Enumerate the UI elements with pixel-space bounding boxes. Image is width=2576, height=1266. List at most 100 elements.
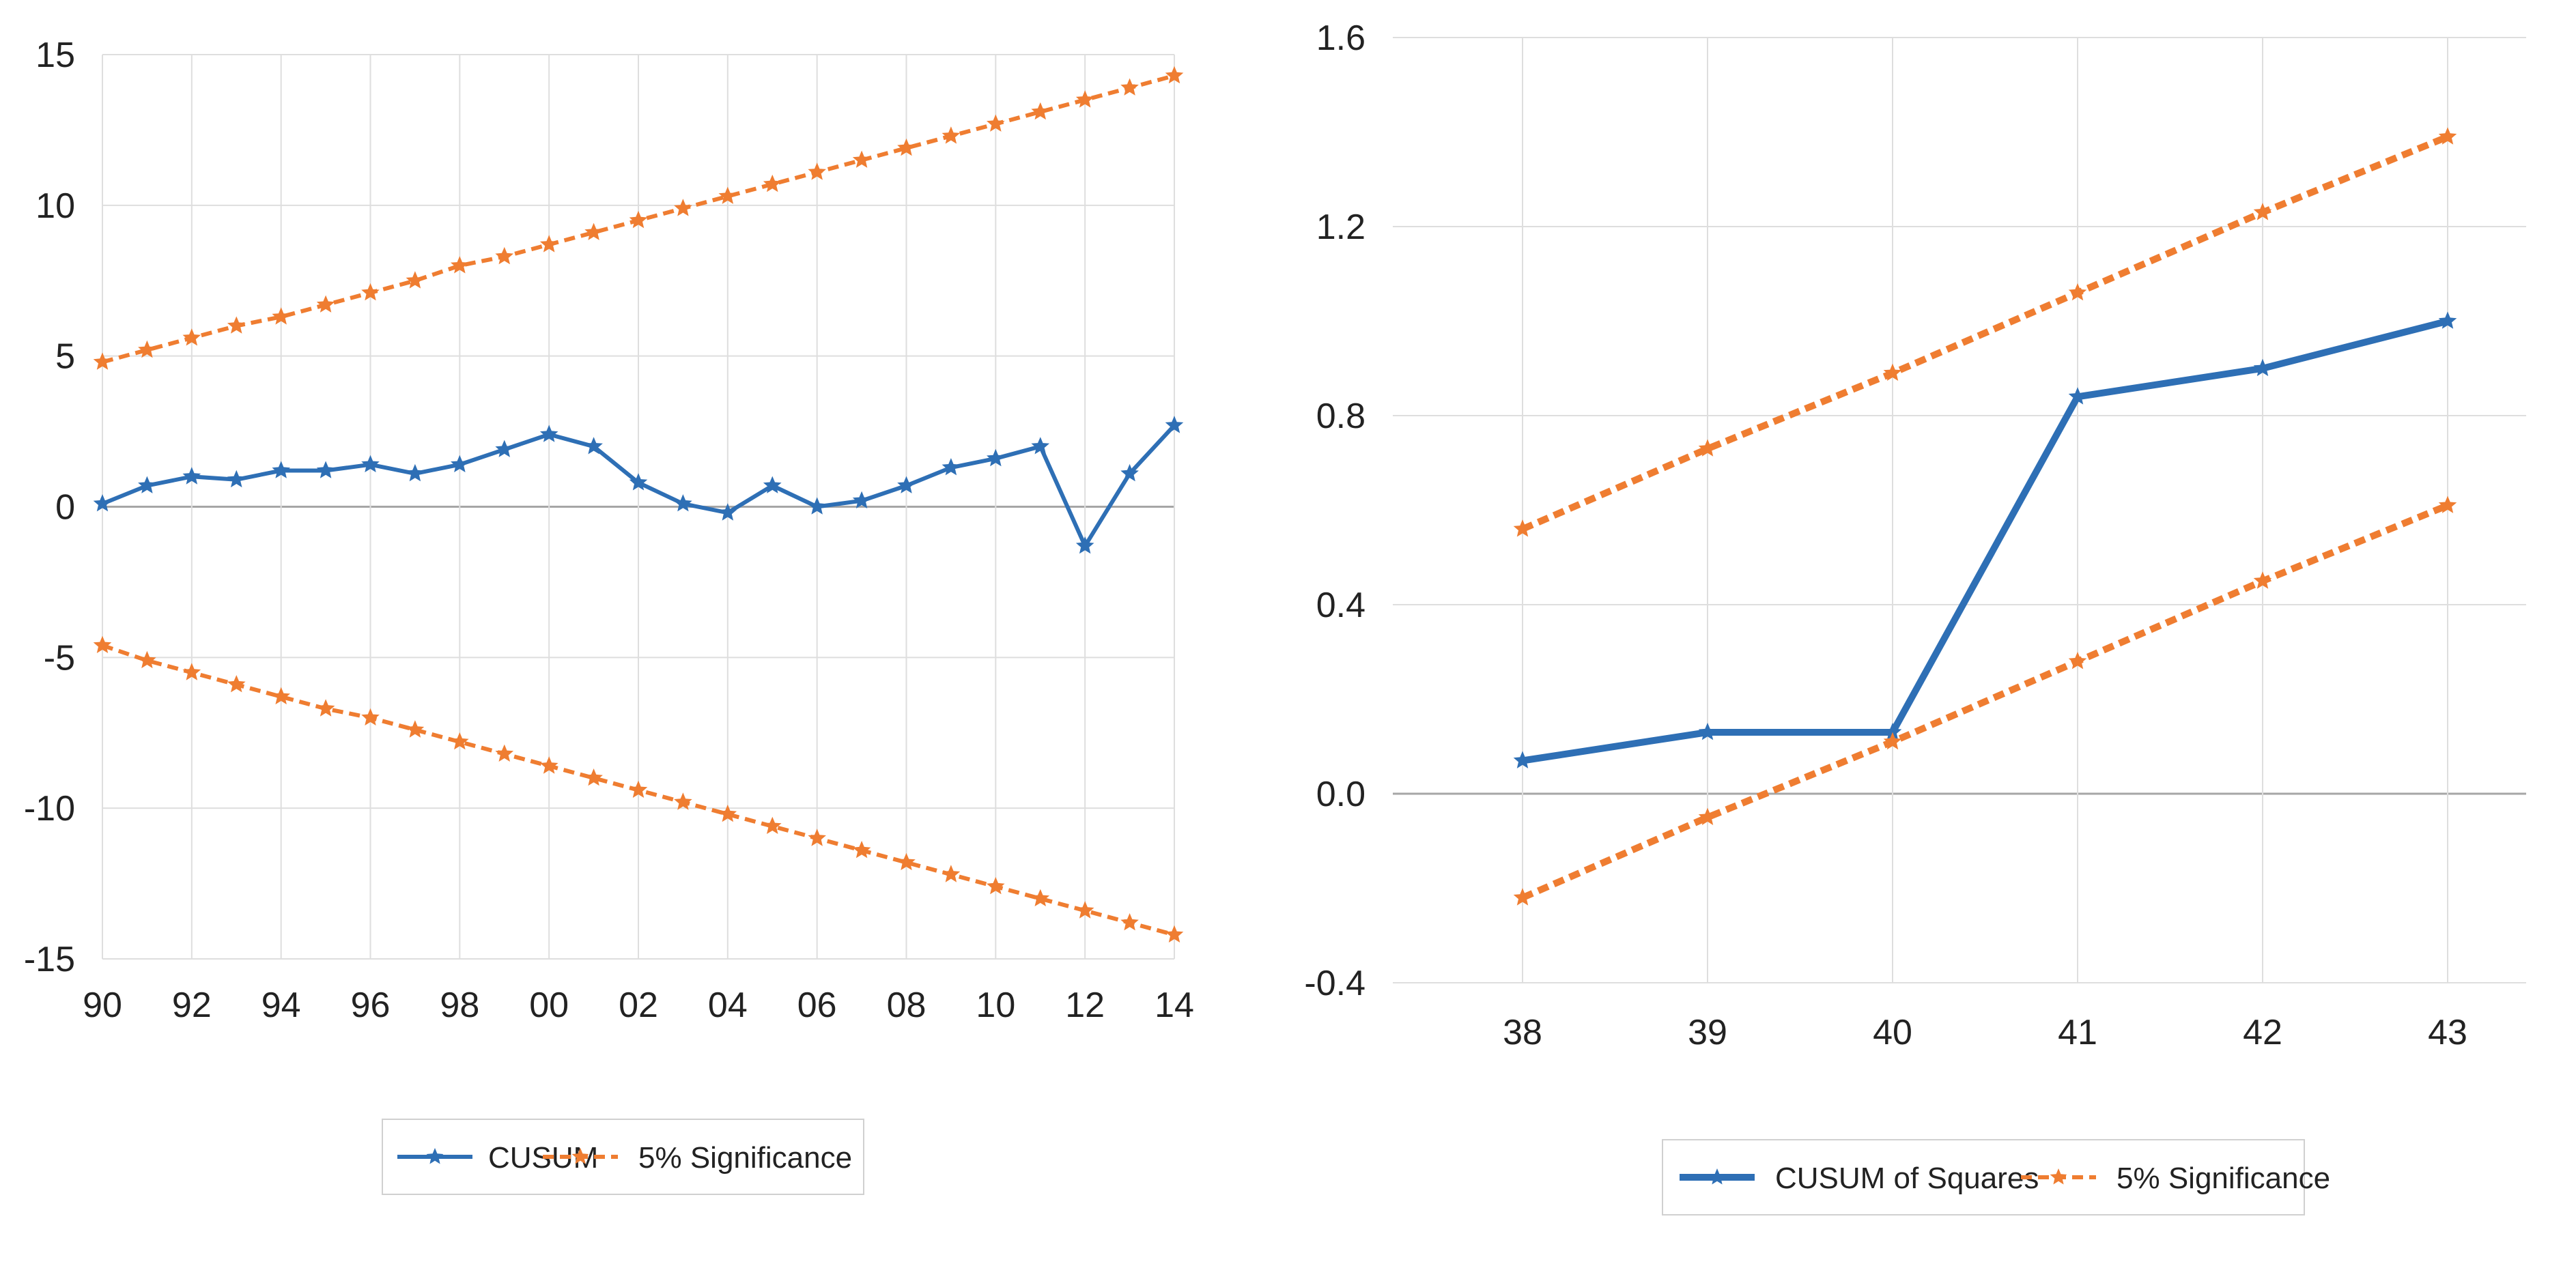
5-significance-point: [138, 340, 156, 358]
5-significance-lower-point: [1120, 913, 1139, 931]
y-tick-label: -5: [44, 638, 75, 678]
cusum-point: [718, 503, 737, 521]
y-tick-label: 15: [36, 35, 75, 75]
5-significance-lower-point: [674, 792, 692, 810]
cusum-point: [763, 476, 782, 493]
5-significance-point: [361, 283, 380, 301]
x-tick-label: 98: [440, 986, 479, 1025]
5-significance-point: [1120, 78, 1139, 96]
5-significance-point: [763, 174, 782, 192]
5-significance-lower-point: [1883, 732, 1902, 750]
5-significance-lower-point: [1031, 889, 1050, 906]
cusum-of-squares-point: [1513, 751, 1532, 768]
cusum-of-squares-point: [1883, 723, 1902, 740]
x-tick-label: 39: [1688, 1013, 1727, 1052]
5-significance-lower-line: [1521, 502, 2449, 901]
5-significance-point: [852, 150, 871, 168]
cusum-point: [1165, 416, 1184, 433]
5-significance-lower-point: [987, 877, 1005, 895]
x-tick-label: 04: [708, 986, 748, 1025]
5-significance-lower-point: [808, 829, 826, 846]
5-significance-lower-point: [1513, 888, 1532, 906]
5-significance-lower-point: [406, 720, 425, 738]
cusum-point: [629, 473, 648, 491]
legend-label: 5% Significance: [2117, 1162, 2330, 1195]
cusum-point: [182, 467, 201, 485]
5-significance-point: [1513, 519, 1532, 537]
5-significance-point: [942, 126, 961, 144]
y-tick-label: -15: [24, 940, 75, 979]
5-significance-point: [1031, 102, 1050, 120]
cusum-point: [852, 491, 871, 508]
cusum-of-squares-chart: 1.6 1.2 0.8 0.4 0.0 -0.4 38 39 40 41 42 43 CUSUM of …: [1304, 18, 2526, 1215]
cusum-point: [406, 463, 425, 482]
5-significance-point: [897, 138, 916, 156]
5-significance-lower-point: [138, 650, 156, 669]
x-tick-label: 42: [2243, 1013, 2282, 1052]
cusum-of-squares-point: [1698, 723, 1717, 740]
5-significance-lower-point: [897, 852, 916, 870]
5-significance-lower-point: [1165, 925, 1184, 943]
x-tick-label: 12: [1065, 986, 1105, 1025]
legend-label: CUSUM of Squares: [1775, 1162, 2039, 1195]
y-tick-label: 0.8: [1316, 397, 1365, 436]
legend-marker: [426, 1148, 444, 1164]
y-tick-label: -0.4: [1304, 964, 1365, 1003]
5-significance-lower-point: [629, 780, 648, 798]
5-significance-lower-point: [93, 635, 112, 653]
y-tick-label: 0.4: [1316, 586, 1365, 625]
legend-marker: [1708, 1168, 1726, 1185]
cusum-point: [361, 455, 380, 472]
5-significance-point: [584, 222, 603, 240]
5-significance-lower-point: [942, 865, 961, 882]
5-significance-point: [629, 210, 648, 229]
cusum-point: [584, 437, 603, 455]
5-significance-point: [1883, 363, 1902, 381]
5-significance-point: [182, 328, 201, 346]
cusum-point: [539, 425, 558, 442]
5-significance-point: [451, 256, 469, 274]
5-significance-lower-point: [2068, 652, 2087, 670]
cusum-point: [1031, 437, 1050, 455]
x-tick-label: 00: [529, 986, 569, 1025]
5-significance-point: [227, 316, 246, 334]
5-significance-point: [987, 114, 1005, 132]
y-tick-label: 1.6: [1316, 18, 1365, 58]
5-significance-lower-point: [584, 768, 603, 786]
cusum-of-squares-point: [2253, 358, 2272, 377]
cusum-point: [93, 494, 112, 512]
cusum-point: [272, 461, 290, 478]
5-significance-lower-point: [763, 816, 782, 834]
cusum-point: [942, 458, 961, 476]
5-significance-point: [1075, 90, 1094, 108]
5-significance-lower-point: [227, 675, 246, 693]
cusum-point: [674, 494, 692, 512]
x-tick-label: 43: [2428, 1013, 2467, 1052]
cusum-point: [987, 448, 1005, 467]
cusum-of-squares-point: [2068, 387, 2087, 405]
5-significance-point: [495, 246, 514, 265]
5-significance-point: [406, 271, 425, 289]
5-significance-lower-point: [1075, 901, 1094, 919]
5-significance-lower-point: [361, 708, 380, 725]
y-tick-label: 1.2: [1316, 207, 1365, 247]
5-significance-point: [2253, 203, 2272, 220]
y-tick-label: -10: [24, 789, 75, 829]
x-tick-label: 02: [619, 986, 658, 1025]
5-significance-point: [718, 186, 737, 204]
5-significance-lower-point: [495, 744, 514, 762]
5-significance-lower-point: [539, 756, 558, 774]
y-tick-label: 5: [55, 337, 75, 377]
legend-marker: [2050, 1168, 2067, 1185]
cusum-point: [897, 476, 916, 493]
x-tick-label: 38: [1503, 1013, 1542, 1052]
cusum-point: [451, 455, 469, 472]
cusum-point: [138, 476, 156, 493]
cusum-point: [1075, 536, 1094, 554]
cusum-point: [316, 461, 335, 478]
5-significance-lower-point: [2438, 495, 2457, 513]
x-tick-label: 40: [1873, 1013, 1912, 1052]
y-tick-label: 10: [36, 186, 75, 226]
5-significance-point: [539, 235, 558, 253]
